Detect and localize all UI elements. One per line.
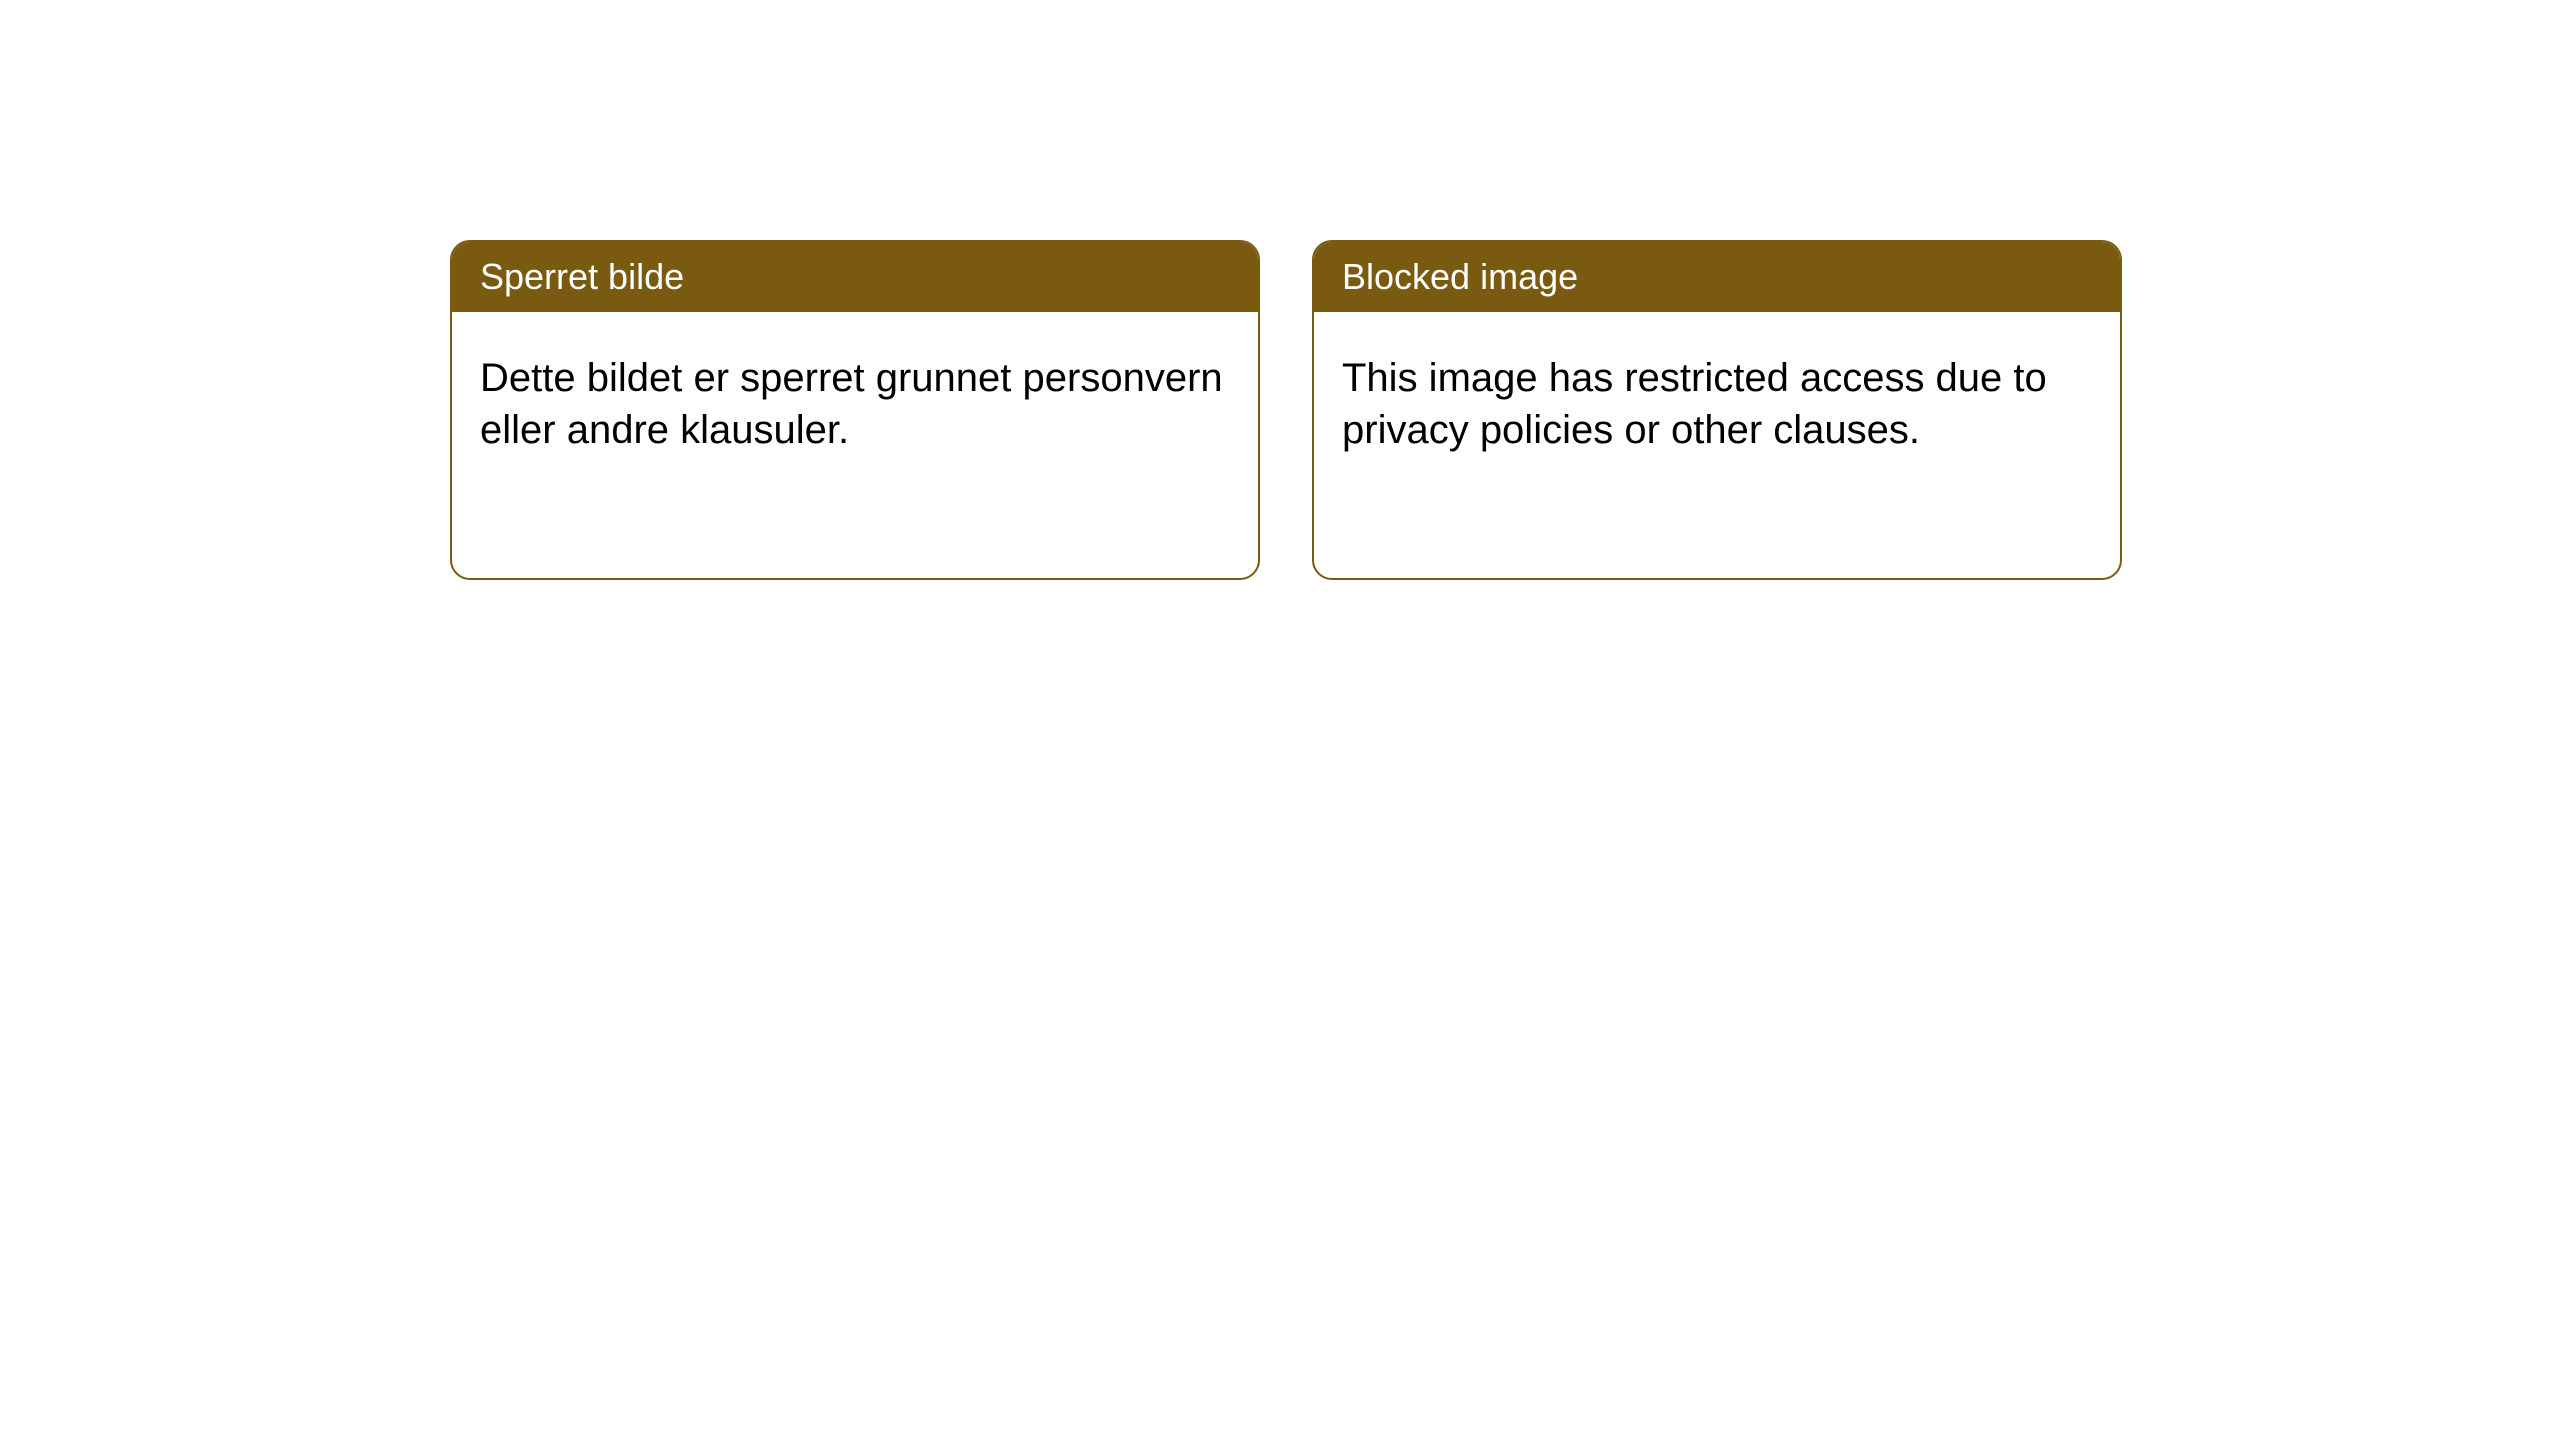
notice-cards-container: Sperret bilde Dette bildet er sperret gr… bbox=[450, 240, 2122, 580]
blocked-image-card-no: Sperret bilde Dette bildet er sperret gr… bbox=[450, 240, 1260, 580]
card-header-no: Sperret bilde bbox=[452, 242, 1258, 312]
card-body-en: This image has restricted access due to … bbox=[1314, 312, 2120, 496]
card-body-no: Dette bildet er sperret grunnet personve… bbox=[452, 312, 1258, 496]
card-header-en: Blocked image bbox=[1314, 242, 2120, 312]
blocked-image-card-en: Blocked image This image has restricted … bbox=[1312, 240, 2122, 580]
